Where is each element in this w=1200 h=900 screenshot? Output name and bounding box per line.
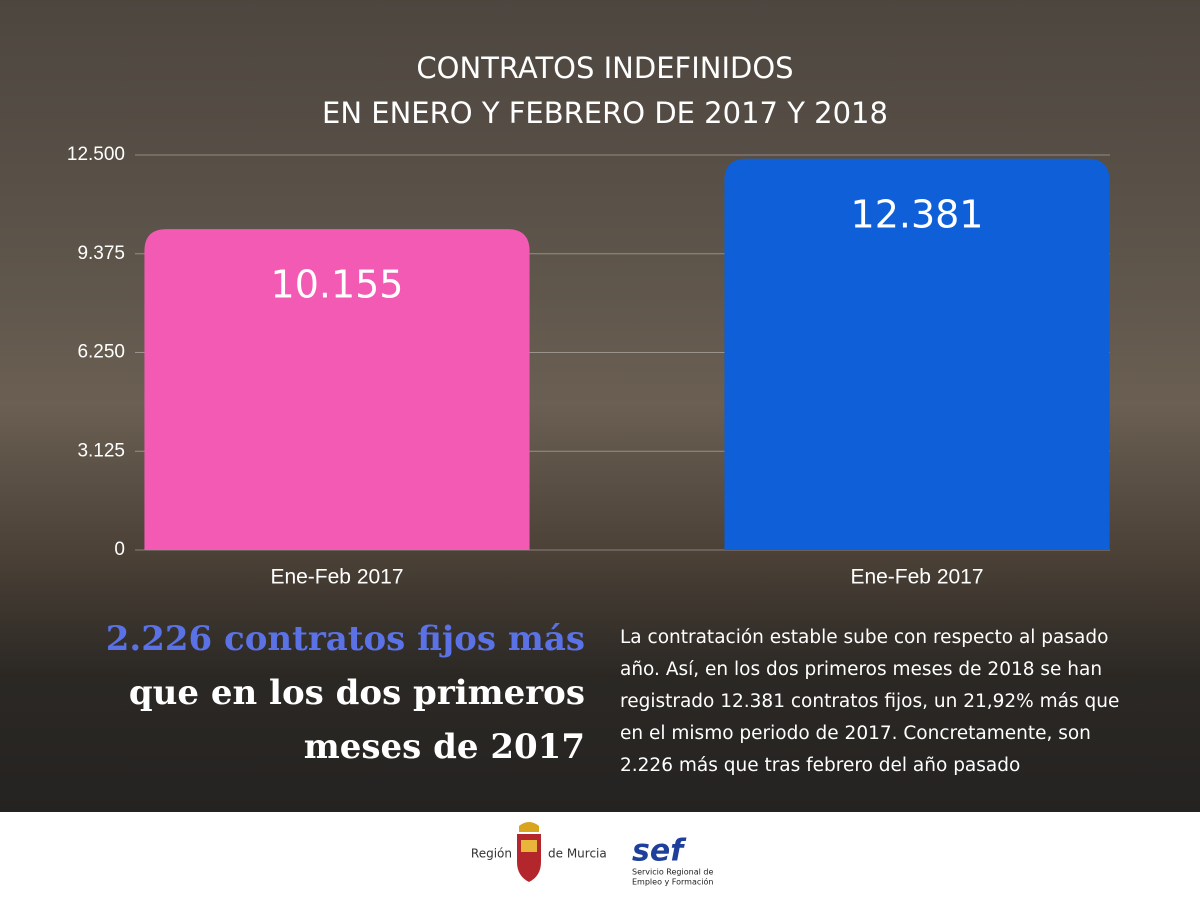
- bar: [724, 158, 1110, 550]
- body-text: La contratación estable sube con respect…: [620, 627, 1120, 776]
- sef-logo: sef: [632, 834, 687, 869]
- region-text: Región: [471, 847, 512, 861]
- x-tick-label: Ene-Feb 2017: [270, 566, 403, 589]
- shield-detail: [521, 840, 537, 852]
- value-label: 10.155: [271, 263, 404, 307]
- chart-subtitle: EN ENERO Y FEBRERO DE 2017 Y 2018: [322, 96, 888, 130]
- y-tick-label: 6.250: [77, 342, 125, 363]
- footer: Región de Murcia sef Servicio Regional d…: [0, 812, 1200, 900]
- headline-rest: que en los dos primeros meses de 2017: [128, 673, 585, 767]
- y-tick-label: 9.375: [77, 243, 125, 264]
- sef-caption: Empleo y Formación: [632, 877, 713, 887]
- footer-logos: Región de Murcia sef Servicio Regional d…: [471, 822, 713, 887]
- chart: CONTRATOS INDEFINIDOS EN ENERO Y FEBRERO…: [67, 51, 1110, 589]
- y-tick-label: 12.500: [67, 144, 125, 165]
- bar: [144, 229, 530, 551]
- x-tick-label: Ene-Feb 2017: [850, 566, 983, 589]
- crown: [519, 822, 539, 832]
- y-tick-label: 0: [114, 539, 125, 560]
- y-tick-label: 3.125: [77, 440, 125, 461]
- chart-title: CONTRATOS INDEFINIDOS: [416, 51, 793, 85]
- headline: 2.226 contratos fijos más que en los dos…: [40, 612, 585, 774]
- value-label: 12.381: [851, 192, 984, 236]
- region-text: de Murcia: [548, 847, 607, 861]
- sef-caption: Servicio Regional de: [632, 868, 713, 877]
- headline-highlight: 2.226 contratos fijos más: [105, 619, 585, 659]
